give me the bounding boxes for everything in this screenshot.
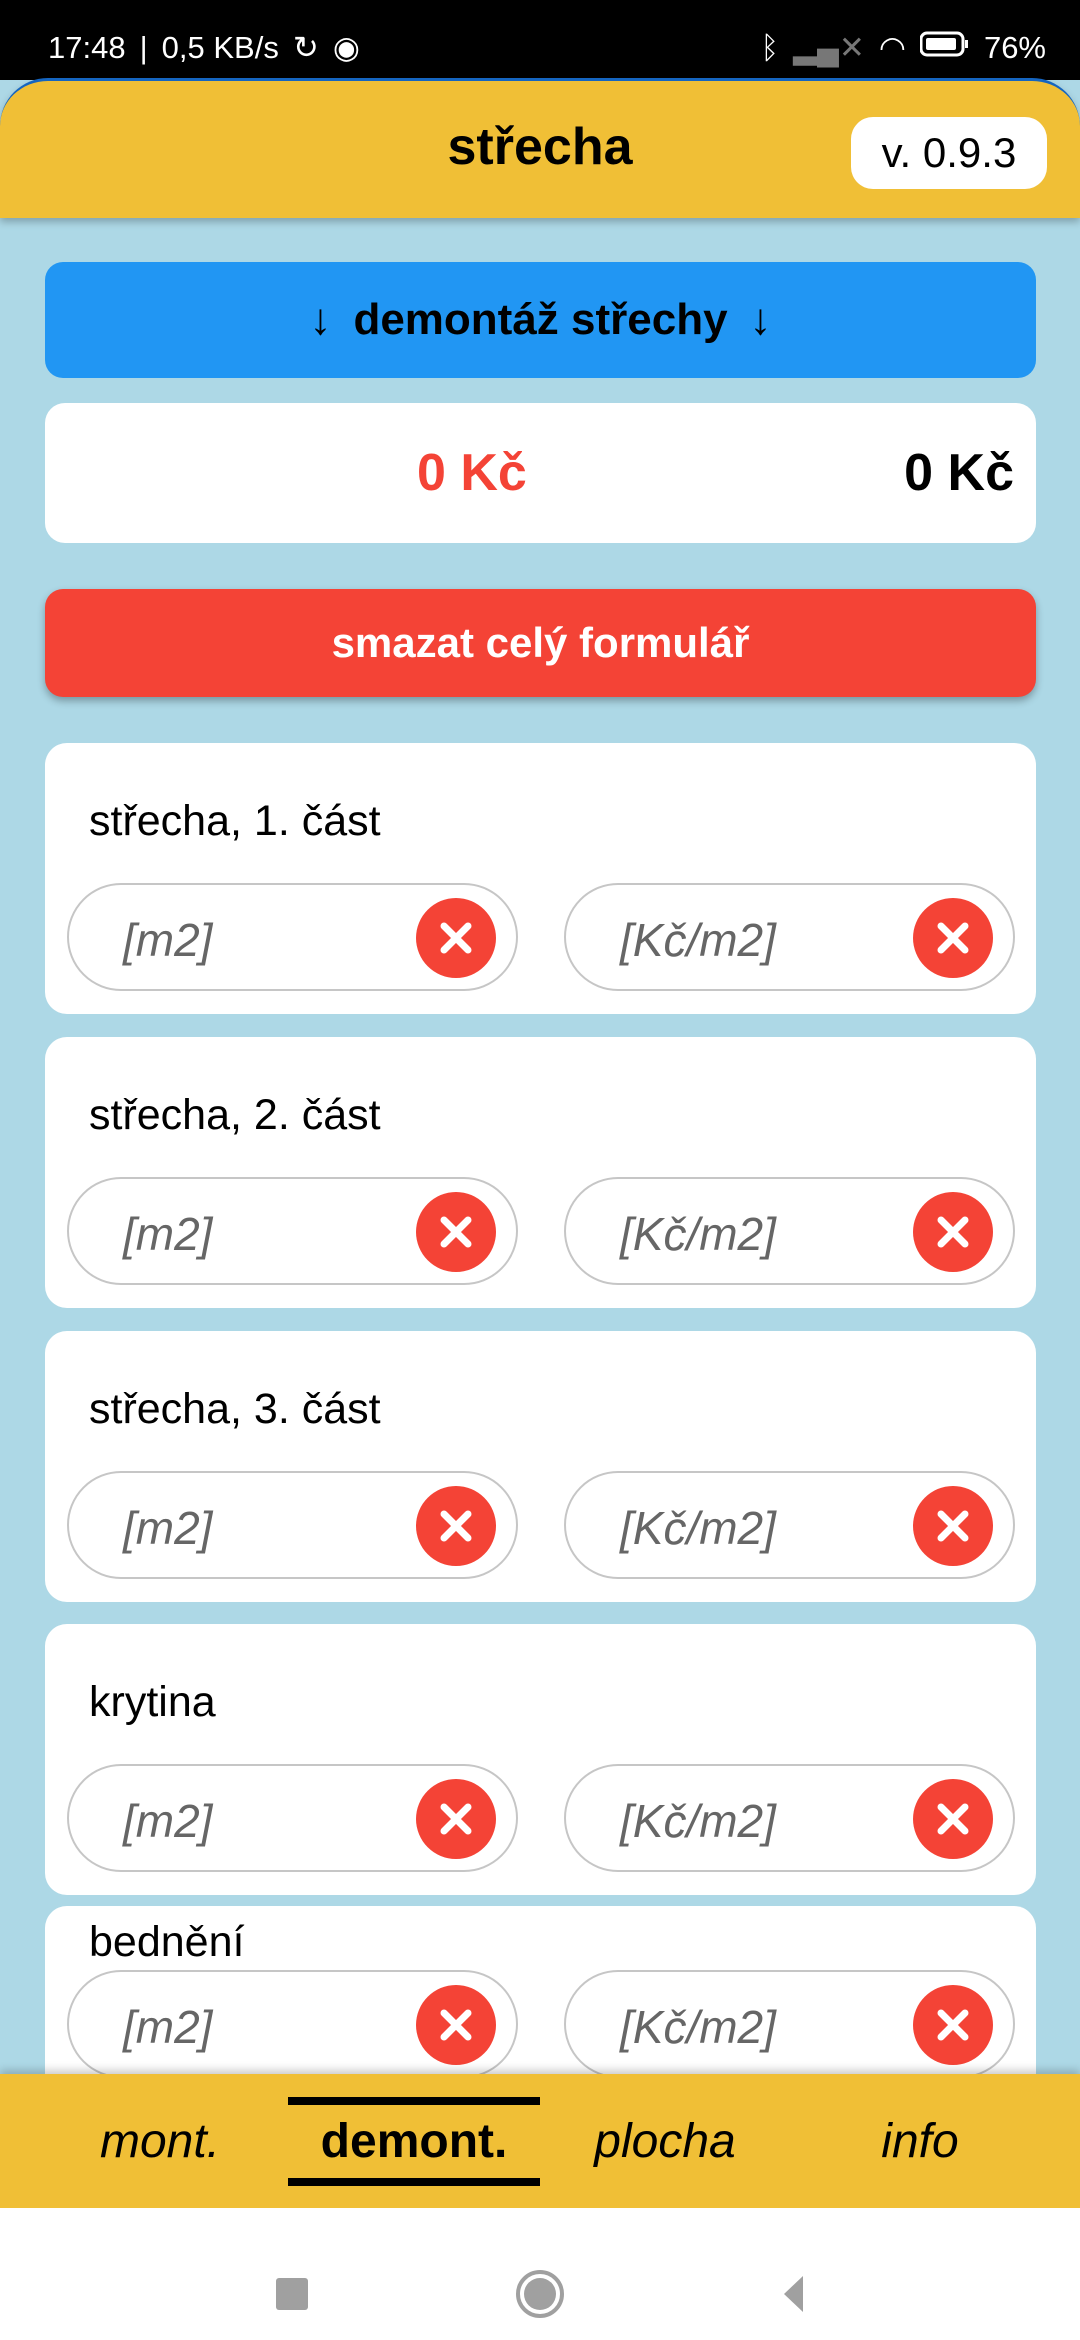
area-placeholder: [m2] <box>123 1795 213 1847</box>
price-input[interactable]: [Kč/m2] <box>564 1177 1015 1285</box>
grand-total: 0 Kč <box>904 444 1014 502</box>
price-input[interactable]: [Kč/m2] <box>564 1764 1015 1872</box>
clear-icon[interactable] <box>416 1486 496 1566</box>
tab-plocha[interactable]: plocha <box>594 2114 736 2168</box>
version-badge: v. 0.9.3 <box>851 117 1047 189</box>
app-header: střecha v. 0.9.3 <box>0 78 1080 218</box>
input-card: krytina [m2] [Kč/m2] <box>45 1624 1036 1895</box>
card-label: střecha, 2. část <box>89 1091 381 1139</box>
price-placeholder: [Kč/m2] <box>620 1208 776 1260</box>
area-placeholder: [m2] <box>123 914 213 966</box>
price-input[interactable]: [Kč/m2] <box>564 1970 1015 2078</box>
price-placeholder: [Kč/m2] <box>620 1795 776 1847</box>
clear-form-button[interactable]: smazat celý formulář <box>45 589 1036 697</box>
tab-mont[interactable]: mont. <box>99 2114 221 2168</box>
price-input[interactable]: [Kč/m2] <box>564 1471 1015 1579</box>
clear-icon[interactable] <box>913 898 993 978</box>
area-placeholder: [m2] <box>123 2001 213 2053</box>
totals-card: 0 Kč 0 Kč <box>45 403 1036 543</box>
area-input[interactable]: [m2] <box>67 1970 518 2078</box>
clear-icon[interactable] <box>913 1192 993 1272</box>
section-label: demontáž střechy <box>353 295 728 344</box>
card-label: krytina <box>89 1678 216 1726</box>
price-placeholder: [Kč/m2] <box>620 1502 776 1554</box>
clock: 17:48 <box>48 30 126 65</box>
status-bar: 17:48 | 0,5 KB/s ↻ ◉ ᛒ ▂▄✕ ◠ 76% <box>0 0 1080 80</box>
input-card: střecha, 3. část [m2] [Kč/m2] <box>45 1331 1036 1602</box>
area-input[interactable]: [m2] <box>67 1177 518 1285</box>
input-card: střecha, 2. část [m2] [Kč/m2] <box>45 1037 1036 1308</box>
price-input[interactable]: [Kč/m2] <box>564 883 1015 991</box>
area-placeholder: [m2] <box>123 1502 213 1554</box>
network-speed: 0,5 KB/s <box>161 30 279 65</box>
battery-icon <box>919 30 970 66</box>
bottom-tab-bar: mont. demont. plocha info <box>0 2074 1080 2208</box>
chrome-icon: ◉ <box>332 30 360 65</box>
area-input[interactable]: [m2] <box>67 883 518 991</box>
clear-icon[interactable] <box>416 1985 496 2065</box>
clear-icon[interactable] <box>913 1985 993 2065</box>
clear-icon[interactable] <box>913 1779 993 1859</box>
area-input[interactable]: [m2] <box>67 1764 518 1872</box>
recents-button[interactable] <box>276 2278 308 2310</box>
signal-icon: ▂▄✕ <box>793 30 865 65</box>
clear-icon[interactable] <box>416 1779 496 1859</box>
card-label: střecha, 1. část <box>89 797 381 845</box>
card-label: střecha, 3. část <box>89 1385 381 1433</box>
price-placeholder: [Kč/m2] <box>620 2001 776 2053</box>
area-input[interactable]: [m2] <box>67 1471 518 1579</box>
area-placeholder: [m2] <box>123 1208 213 1260</box>
back-button[interactable] <box>784 2276 803 2312</box>
tab-demont[interactable]: demont. <box>288 2074 540 2208</box>
arrow-down-icon: ↓ <box>309 295 332 344</box>
system-nav-bar <box>0 2208 1080 2340</box>
bluetooth-icon: ᛒ <box>760 30 780 65</box>
battery-level: 76% <box>983 30 1046 65</box>
clear-icon[interactable] <box>416 1192 496 1272</box>
wifi-icon: ◠ <box>878 30 906 65</box>
clear-icon[interactable] <box>416 898 496 978</box>
sync-icon: ↻ <box>292 30 319 65</box>
section-total: 0 Kč <box>417 444 527 502</box>
clear-icon[interactable] <box>913 1486 993 1566</box>
home-button[interactable] <box>516 2270 564 2318</box>
card-label: bednění <box>89 1918 245 1966</box>
arrow-down-icon: ↓ <box>749 295 772 344</box>
input-card: střecha, 1. část [m2] [Kč/m2] <box>45 743 1036 1014</box>
page-title: střecha <box>447 118 633 176</box>
tab-info[interactable]: info <box>881 2114 959 2168</box>
price-placeholder: [Kč/m2] <box>620 914 776 966</box>
separator: | <box>139 30 148 65</box>
section-toggle-button[interactable]: ↓ demontáž střechy ↓ <box>45 262 1036 378</box>
